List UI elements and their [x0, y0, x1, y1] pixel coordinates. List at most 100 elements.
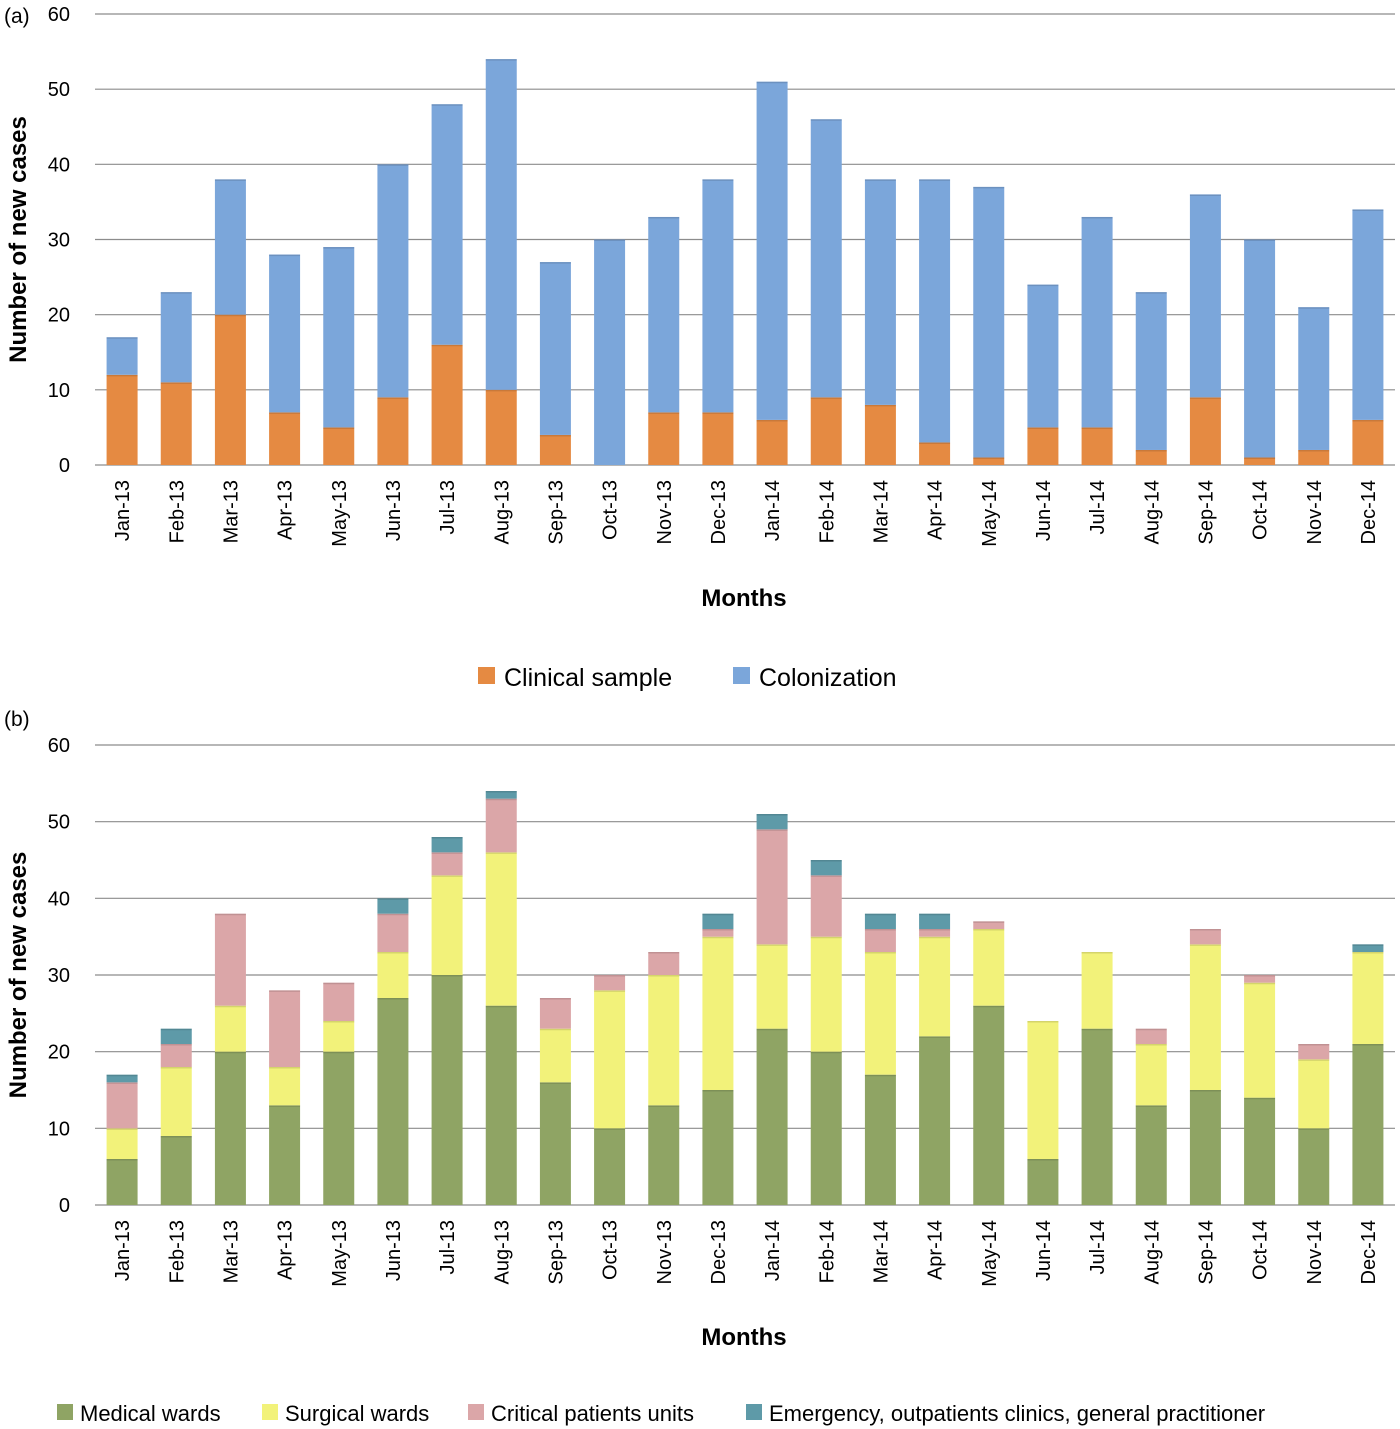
bar-emergency-outpatients-clinics-general-practitioner: [160, 1028, 192, 1044]
bar-clinical-sample: [1244, 457, 1276, 465]
bar-medical-wards: [485, 1005, 517, 1205]
bar-critical-patients-units: [160, 1044, 192, 1067]
bar-emergency-outpatients-clinics-general-practitioner: [756, 814, 788, 830]
y-tick-label: 30: [48, 965, 70, 987]
panel-b-chart: 0 10 20 30 40 50 60 (b) Jan-13 Feb-13 Mar-13 Apr-13…: [4, 708, 1395, 1351]
bar-clinical-sample: [648, 412, 680, 465]
y-tick-label: 40: [48, 888, 70, 910]
x-tick-label: Feb-13: [166, 480, 188, 543]
bar-medical-wards: [1135, 1105, 1167, 1205]
bar-clinical-sample: [1352, 419, 1384, 465]
x-tick-label: Apr-14: [925, 480, 947, 540]
bar-colonization: [1135, 292, 1167, 450]
x-axis-title: Months: [701, 585, 786, 612]
x-tick-label: May-13: [329, 1220, 351, 1287]
bar-surgical-wards: [431, 875, 463, 975]
bar-colonization: [1027, 284, 1059, 428]
x-tick-label: Oct-14: [1250, 480, 1272, 540]
legend-a: Clinical sample Colonization: [478, 664, 897, 692]
bar-colonization: [864, 179, 896, 405]
bar-clinical-sample: [106, 374, 138, 465]
bar-critical-patients-units: [1135, 1028, 1167, 1044]
x-tick-label: Dec-13: [708, 1220, 730, 1284]
x-tick-label: Jan-14: [762, 1220, 784, 1281]
bar-colonization: [377, 164, 409, 398]
bar-colonization: [973, 186, 1005, 458]
x-axis-title: Months: [701, 1324, 786, 1351]
bar-critical-patients-units: [1298, 1044, 1330, 1060]
bar-surgical-wards: [1027, 1021, 1059, 1159]
bar-colonization: [214, 179, 246, 315]
legend-label-colonization: Colonization: [759, 664, 897, 692]
bar-colonization: [323, 247, 355, 428]
bar-colonization: [160, 292, 192, 383]
bar-surgical-wards: [1244, 982, 1276, 1098]
bar-critical-patients-units: [864, 929, 896, 952]
x-tick-label: Mar-14: [870, 1220, 892, 1283]
bar-surgical-wards: [1189, 944, 1221, 1090]
bar-colonization: [431, 104, 463, 345]
bar-clinical-sample: [919, 442, 951, 465]
y-tick-label: 20: [48, 305, 70, 327]
bar-clinical-sample: [431, 344, 463, 465]
legend-label-surgical-wards: Surgical wards: [285, 1401, 429, 1426]
bar-surgical-wards: [702, 936, 734, 1090]
bar-emergency-outpatients-clinics-general-practitioner: [702, 913, 734, 929]
x-tick-label: Jun-13: [383, 480, 405, 541]
bar-surgical-wards: [323, 1021, 355, 1052]
bar-clinical-sample: [1027, 427, 1059, 465]
bar-surgical-wards: [106, 1128, 138, 1159]
legend-swatch-emergency-outpatients-clinics-general-practitioner: [746, 1404, 762, 1420]
bar-clinical-sample: [269, 412, 301, 465]
x-tick-label: Sep-14: [1195, 1220, 1217, 1285]
x-tick-label: Apr-13: [275, 480, 297, 540]
bar-surgical-wards: [864, 952, 896, 1075]
legend-label-critical-patients-units: Critical patients units: [491, 1401, 694, 1426]
bar-surgical-wards: [539, 1028, 571, 1083]
bar-clinical-sample: [756, 419, 788, 465]
x-tick-label: Jun-13: [383, 1220, 405, 1281]
bar-surgical-wards: [810, 936, 842, 1052]
x-tick-label: May-13: [329, 480, 351, 547]
bar-emergency-outpatients-clinics-general-practitioner: [377, 898, 409, 914]
y-tick-label: 40: [48, 154, 70, 176]
bar-clinical-sample: [1081, 427, 1113, 465]
bar-colonization: [269, 254, 301, 413]
y-tick-label: 10: [48, 380, 70, 402]
panel-label: (a): [4, 5, 30, 28]
bar-surgical-wards: [269, 1067, 301, 1106]
bar-critical-patients-units: [377, 913, 409, 952]
x-tick-label: Sep-13: [545, 1220, 567, 1285]
bar-critical-patients-units: [214, 913, 246, 1006]
bar-medical-wards: [160, 1136, 192, 1205]
x-tick-label: Dec-14: [1358, 1220, 1380, 1284]
bar-surgical-wards: [1081, 952, 1113, 1029]
bar-surgical-wards: [594, 990, 626, 1129]
bar-critical-patients-units: [1244, 975, 1276, 983]
x-tick-label: Feb-14: [816, 480, 838, 543]
bar-surgical-wards: [756, 944, 788, 1029]
x-tick-label: Oct-13: [600, 480, 622, 540]
bar-colonization: [594, 239, 626, 465]
bar-critical-patients-units: [648, 952, 680, 975]
bar-medical-wards: [648, 1105, 680, 1205]
bar-clinical-sample: [702, 412, 734, 465]
x-tick-label: Mar-13: [220, 480, 242, 543]
bar-colonization: [1244, 239, 1276, 458]
bar-clinical-sample: [485, 389, 517, 465]
x-tick-label: Aug-13: [491, 480, 513, 545]
y-tick-label: 20: [48, 1042, 70, 1064]
x-tick-label: Jul-14: [1087, 1220, 1109, 1274]
bar-clinical-sample: [160, 382, 192, 465]
x-tick-label: Feb-13: [166, 1220, 188, 1283]
bar-medical-wards: [594, 1128, 626, 1205]
bar-medical-wards: [1244, 1097, 1276, 1205]
x-tick-label: Nov-14: [1304, 480, 1326, 544]
bar-critical-patients-units: [485, 798, 517, 853]
bar-medical-wards: [1027, 1159, 1059, 1205]
bar-clinical-sample: [810, 397, 842, 465]
bar-clinical-sample: [323, 427, 355, 465]
legend-swatch-critical-patients-units: [468, 1404, 484, 1420]
bar-colonization: [1352, 209, 1384, 420]
panel-a-chart: 0 10 20 30 40 50 60 (a) Jan-13 Feb-13 Mar-13 Apr-13…: [4, 4, 1395, 612]
